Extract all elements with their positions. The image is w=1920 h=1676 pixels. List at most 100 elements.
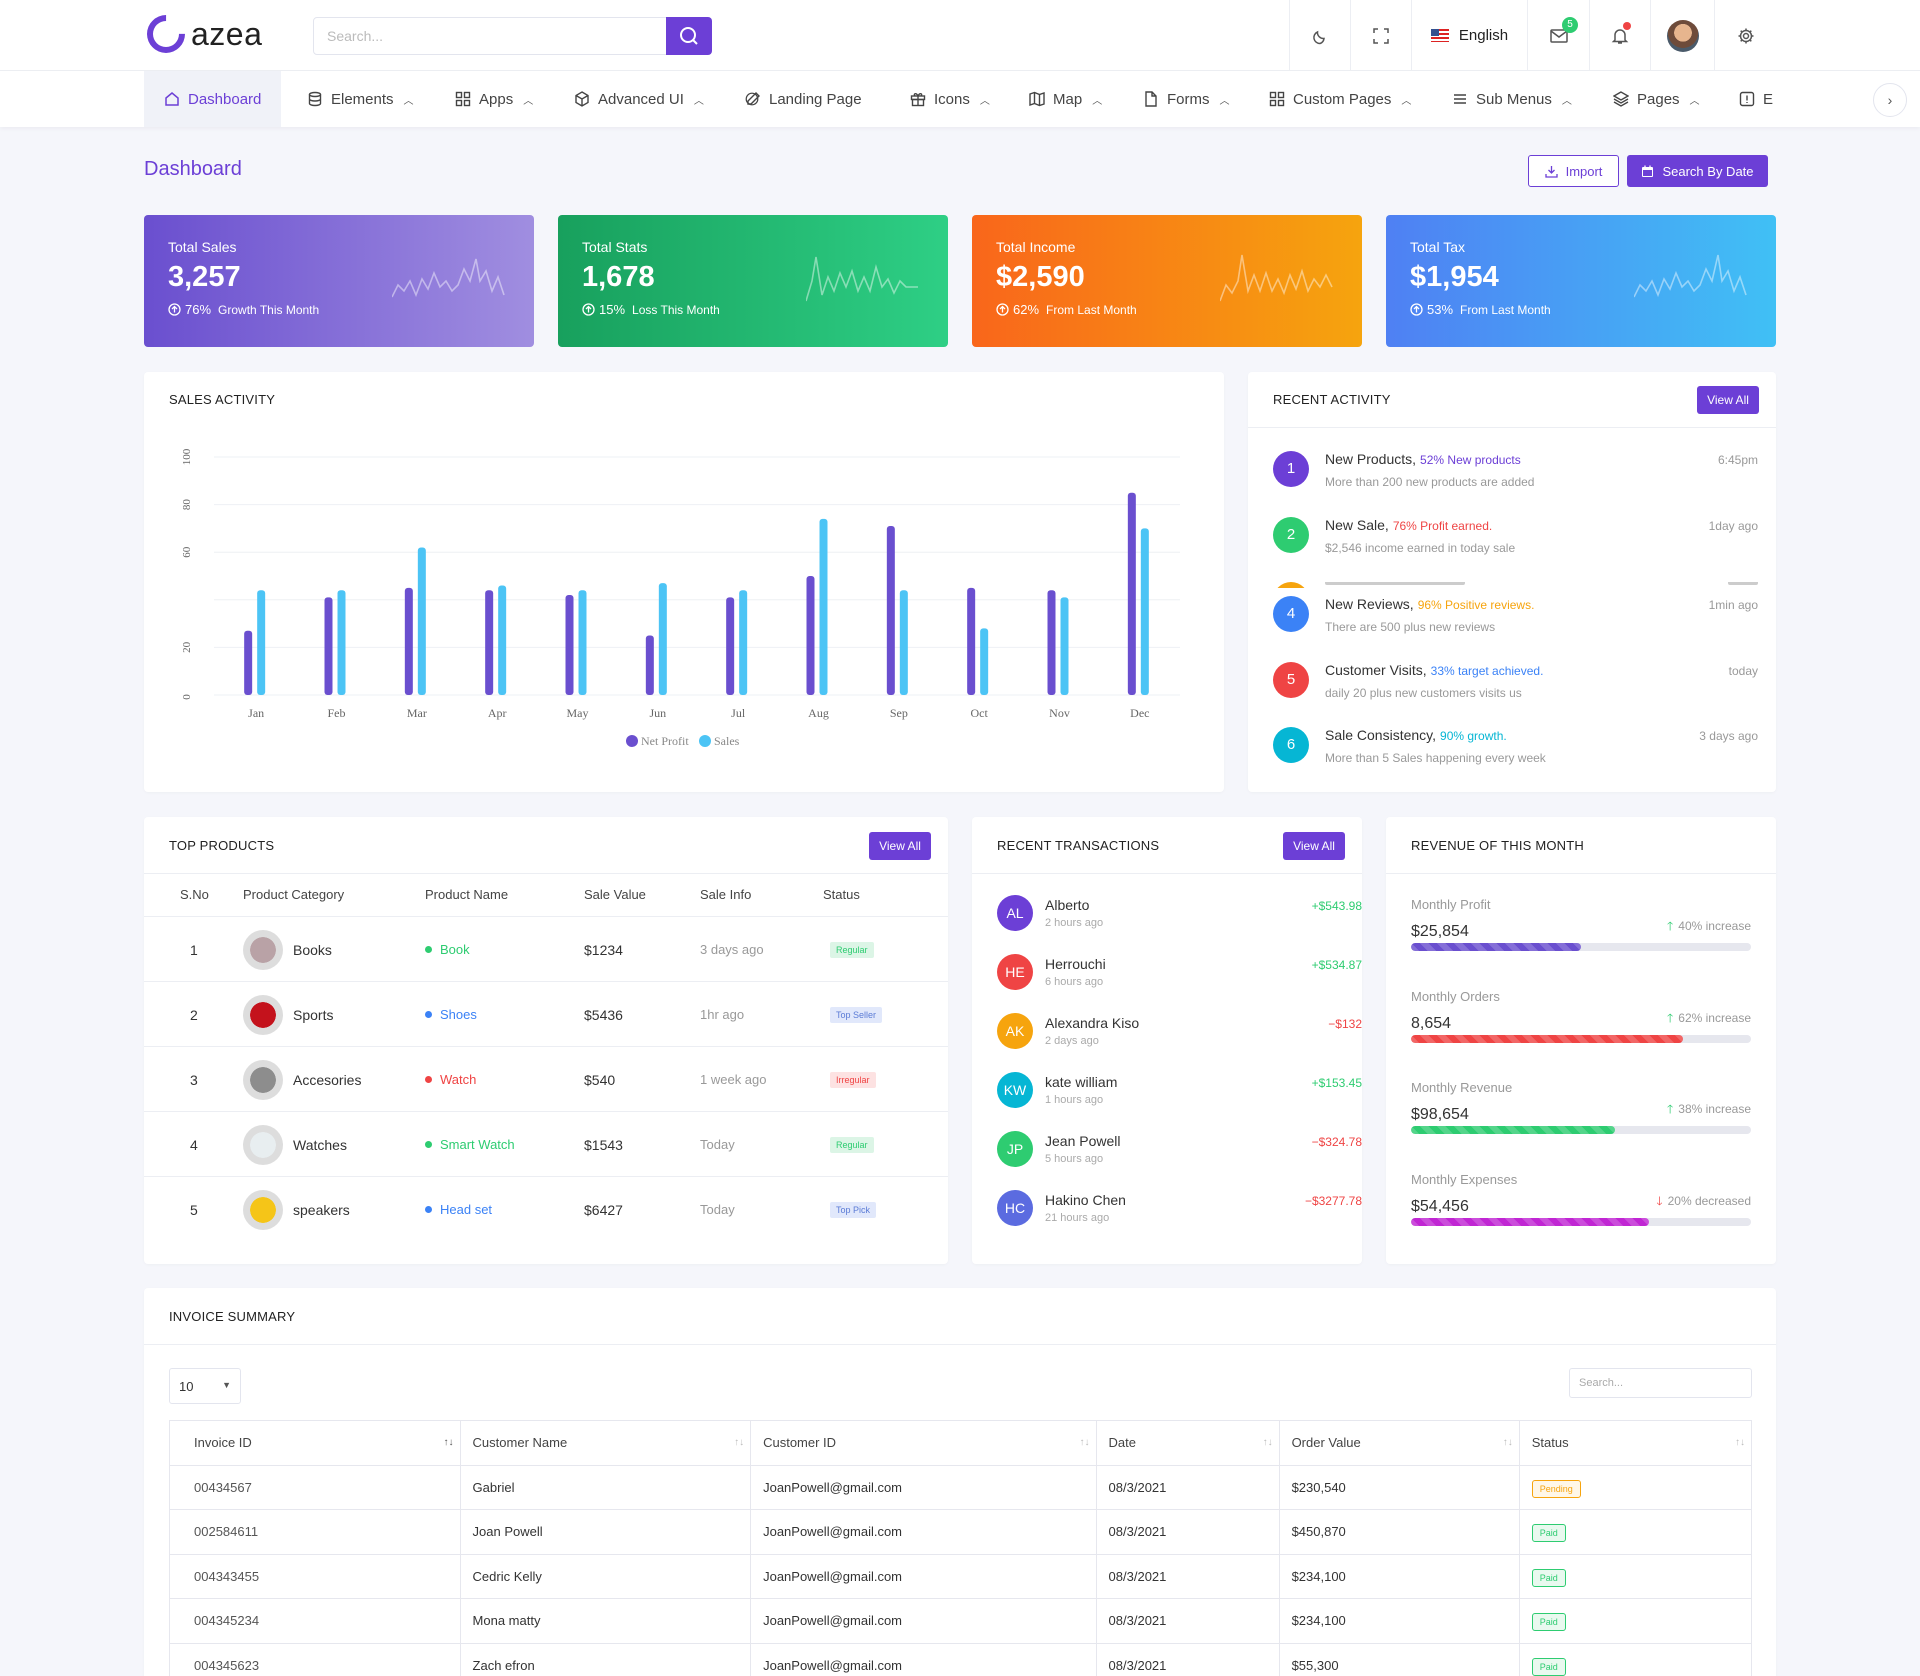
nav-item-apps[interactable]: Apps ︿: [455, 71, 533, 127]
sortable-column-header[interactable]: Invoice ID ↑↓: [169, 1420, 461, 1466]
chart-bar[interactable]: [337, 590, 346, 695]
sale-value: $1234: [584, 941, 623, 958]
notifications-button[interactable]: [1590, 0, 1650, 71]
nav-scroll-next-button[interactable]: ›: [1873, 83, 1907, 117]
transaction-item[interactable]: JP Jean Powell 5 hours ago −$324.78: [997, 1131, 1362, 1181]
nav-item-pages[interactable]: Pages ︿: [1613, 71, 1700, 127]
chart-bar[interactable]: [498, 585, 507, 695]
chart-bar[interactable]: [886, 526, 895, 695]
brand-logo[interactable]: azea: [139, 7, 262, 61]
table-row[interactable]: 1 Books Book $1234 3 days ago Regular: [144, 916, 948, 981]
chart-bar[interactable]: [739, 590, 748, 695]
top-products-view-all-button[interactable]: View All: [869, 832, 931, 860]
table-row[interactable]: 4 Watches Smart Watch $1543 Today Regular: [144, 1111, 948, 1176]
invoice-search-input[interactable]: Search...: [1569, 1368, 1752, 1398]
invoice-name-cell: Joan Powell: [459, 1509, 752, 1555]
chart-bar[interactable]: [980, 628, 989, 695]
chart-bar[interactable]: [578, 590, 587, 695]
sparkline-chart: [1634, 251, 1754, 305]
nav-item-custom-pages[interactable]: Custom Pages ︿: [1269, 71, 1411, 127]
column-header: Sale Info: [700, 887, 752, 902]
product-name[interactable]: Shoes: [440, 1007, 477, 1022]
chart-bar[interactable]: [899, 590, 908, 695]
sortable-column-header[interactable]: Order Value ↑↓: [1278, 1420, 1520, 1466]
transaction-item[interactable]: HE Herrouchi 6 hours ago +$534.87: [997, 954, 1362, 1004]
table-row[interactable]: 004345234 Mona matty JoanPowell@gmail.com 0…: [169, 1598, 1753, 1644]
sortable-column-header[interactable]: Status ↑↓: [1518, 1420, 1753, 1466]
nav-item-icons[interactable]: Icons ︿: [910, 71, 990, 127]
nav-item-forms[interactable]: Forms ︿: [1143, 71, 1230, 127]
chart-bar[interactable]: [257, 590, 266, 695]
product-name[interactable]: Watch: [440, 1072, 477, 1087]
chart-bar[interactable]: [324, 597, 333, 695]
product-name[interactable]: Smart Watch: [440, 1137, 515, 1152]
nav-item-map[interactable]: Map ︿: [1029, 71, 1102, 127]
search-input[interactable]: Search...: [313, 17, 667, 55]
sortable-column-header[interactable]: Customer Name ↑↓: [459, 1420, 752, 1466]
chart-bar[interactable]: [645, 635, 654, 696]
chart-bar[interactable]: [417, 547, 426, 695]
mail-count-badge: 5: [1562, 17, 1578, 33]
chart-bar[interactable]: [565, 595, 574, 695]
language-selector[interactable]: English: [1412, 0, 1527, 71]
transaction-item[interactable]: HC Hakino Chen 21 hours ago −$3277.78: [997, 1190, 1362, 1240]
search-by-date-button[interactable]: Search By Date: [1627, 155, 1768, 187]
card-divider: [144, 873, 948, 874]
chart-bar[interactable]: [404, 587, 413, 695]
import-button[interactable]: Import: [1528, 155, 1619, 187]
invoice-id-cell: 004345234: [169, 1598, 461, 1644]
chart-bar[interactable]: [1060, 597, 1069, 695]
table-row[interactable]: 004345623 Zach efron JoanPowell@gmail.com 0…: [169, 1642, 1753, 1676]
product-name[interactable]: Head set: [440, 1202, 493, 1217]
activity-item[interactable]: 6 Sale Consistency, 90% growth. More than 5…: [1273, 727, 1758, 777]
chart-bar[interactable]: [967, 587, 976, 695]
invoice-date-cell: 08/3/2021: [1095, 1598, 1280, 1644]
nav-item-advanced-ui[interactable]: Advanced UI ︿: [574, 71, 704, 127]
page-size-select[interactable]: 10 ▼: [169, 1368, 241, 1404]
messages-button[interactable]: 5: [1528, 0, 1589, 71]
settings-button[interactable]: [1715, 0, 1777, 71]
chart-bar[interactable]: [726, 597, 735, 695]
table-row[interactable]: 2 Sports Shoes $5436 1hr ago Top Seller: [144, 981, 948, 1046]
chart-bar[interactable]: [1127, 492, 1136, 695]
dark-mode-toggle[interactable]: [1290, 0, 1350, 71]
chart-bar[interactable]: [244, 630, 253, 695]
nav-item-sub-menus[interactable]: Sub Menus ︿: [1452, 71, 1572, 127]
recent-activity-view-all-button[interactable]: View All: [1697, 386, 1759, 414]
sortable-column-header[interactable]: Date ↑↓: [1095, 1420, 1280, 1466]
profile-button[interactable]: [1651, 0, 1714, 71]
bell-icon: [1611, 28, 1629, 44]
transaction-item[interactable]: KW kate william 1 hours ago +$153.45: [997, 1072, 1362, 1122]
stat-card: Total Income $2,590 62% From Last Month: [972, 215, 1362, 347]
chevron-up-icon: ︿: [1561, 95, 1572, 107]
activity-highlight: 76% Profit earned.: [1392, 519, 1493, 533]
activity-item[interactable]: 1 New Products, 52% New products More than …: [1273, 451, 1758, 501]
transaction-item[interactable]: AK Alexandra Kiso 2 days ago −$132: [997, 1013, 1362, 1063]
chart-bar[interactable]: [1140, 528, 1149, 695]
nav-item-landing-page[interactable]: Landing Page: [745, 71, 862, 127]
search-button[interactable]: [666, 17, 712, 55]
chart-bar[interactable]: [806, 576, 815, 695]
table-row[interactable]: 3 Accesories Watch $540 1 week ago Irregular: [144, 1046, 948, 1111]
transactions-view-all-button[interactable]: View All: [1283, 832, 1345, 860]
activity-item[interactable]: 4 New Reviews, 96% Positive reviews. There …: [1273, 596, 1758, 646]
sortable-column-header[interactable]: Customer ID ↑↓: [750, 1420, 1097, 1466]
nav-item-dashboard[interactable]: Dashboard: [144, 71, 282, 127]
fullscreen-button[interactable]: [1351, 0, 1411, 71]
chart-bar[interactable]: [485, 590, 494, 695]
activity-item[interactable]: 5 Customer Visits, 33% target achieved. dai…: [1273, 662, 1758, 712]
stat-percent: 76%: [185, 302, 212, 317]
transaction-item[interactable]: AL Alberto 2 hours ago +$543.98: [997, 895, 1362, 945]
activity-item[interactable]: 2 New Sale, 76% Profit earned. $2,546 incom…: [1273, 517, 1758, 567]
chart-bar[interactable]: [658, 583, 667, 695]
table-row[interactable]: 002584611 Joan Powell JoanPowell@gmail.com…: [169, 1509, 1753, 1555]
product-name[interactable]: Book: [440, 942, 470, 957]
nav-item-e[interactable]: E: [1739, 71, 1773, 127]
table-row[interactable]: 00434567 Gabriel JoanPowell@gmail.com 08/3/…: [169, 1464, 1753, 1510]
table-row[interactable]: 5 speakers Head set $6427 Today Top Pick: [144, 1176, 948, 1241]
chart-bar[interactable]: [1047, 590, 1056, 695]
table-row[interactable]: 004343455 Cedric Kelly JoanPowell@gmail.co…: [169, 1553, 1753, 1599]
recent-transactions-title: RECENT TRANSACTIONS: [997, 838, 1160, 853]
nav-item-elements[interactable]: Elements ︿: [307, 71, 414, 127]
chart-bar[interactable]: [819, 518, 828, 695]
